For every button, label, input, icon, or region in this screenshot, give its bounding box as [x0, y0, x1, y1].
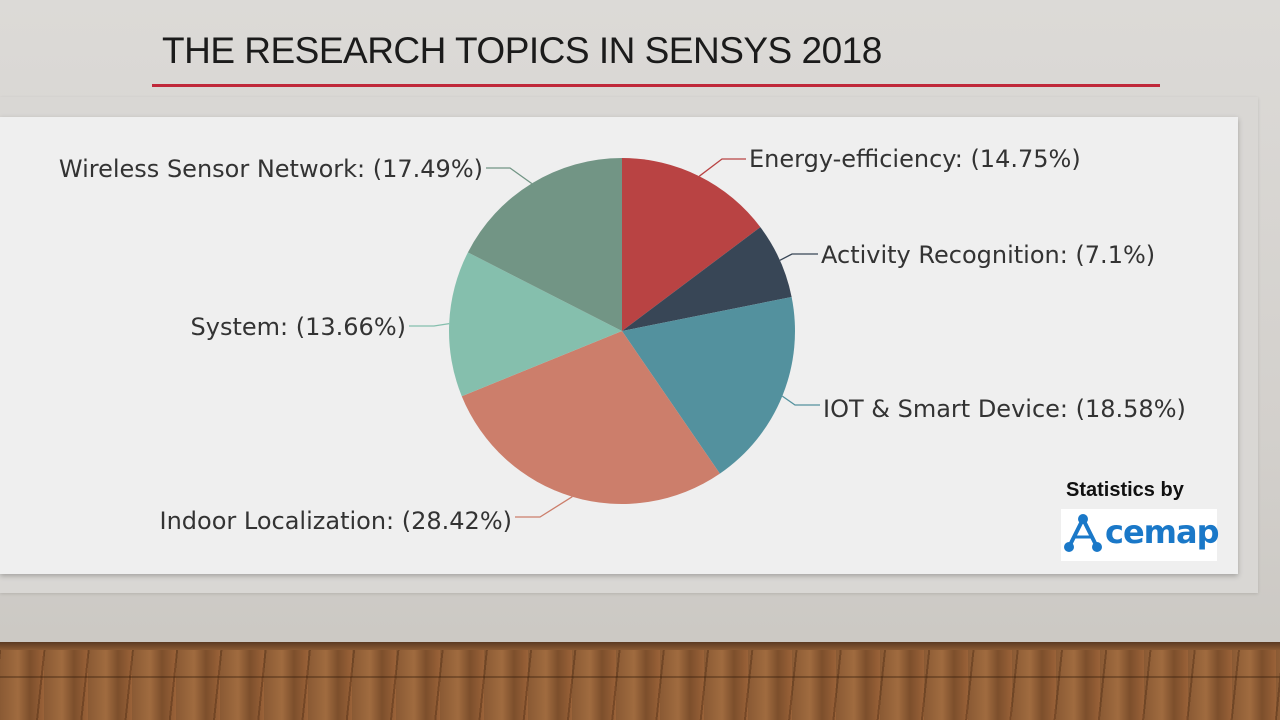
slice-label: IOT & Smart Device: (18.58%) — [823, 395, 1186, 423]
leader-line — [409, 322, 450, 327]
slice-label: Activity Recognition: (7.1%) — [821, 241, 1155, 269]
acemap-logo: cemap — [1061, 509, 1220, 561]
leader-line — [515, 496, 573, 518]
acemap-logo-text: cemap — [1105, 513, 1220, 551]
pie-slices — [449, 158, 795, 505]
leader-line — [779, 253, 818, 261]
pie-slice — [622, 227, 792, 331]
slide-title: THE RESEARCH TOPICS IN SENSYS 2018 — [162, 30, 882, 71]
slice-label: Wireless Sensor Network: (17.49%) — [59, 155, 483, 183]
pie-slice — [622, 296, 795, 474]
wood-floor — [0, 642, 1280, 720]
pie-slice — [449, 252, 622, 397]
statistics-by-label: Statistics by — [1066, 479, 1184, 501]
pie-slice — [622, 158, 761, 331]
slice-labels: Energy-efficiency: (14.75%) Activity Reco… — [59, 145, 1186, 535]
slice-label: System: (13.66%) — [191, 313, 406, 341]
acemap-logo-icon — [1064, 514, 1102, 552]
slice-label: Indoor Localization: (28.42%) — [160, 507, 513, 535]
leader-lines — [409, 158, 820, 518]
pie-chart: Energy-efficiency: (14.75%) Activity Reco… — [59, 145, 1186, 535]
pie-slice — [467, 158, 622, 331]
leader-line — [486, 167, 533, 185]
leader-line — [698, 158, 746, 177]
title-underline — [152, 84, 1160, 87]
leader-line — [781, 395, 820, 406]
slice-label: Energy-efficiency: (14.75%) — [749, 145, 1081, 173]
pie-slice — [461, 331, 720, 505]
